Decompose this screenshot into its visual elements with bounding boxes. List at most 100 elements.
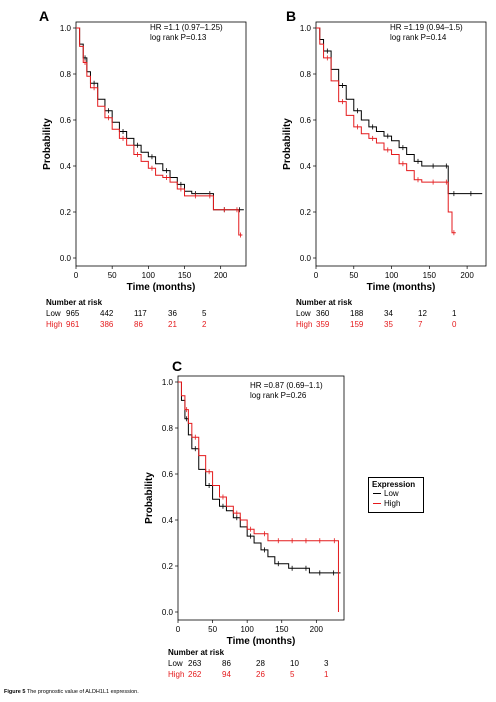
plot-frame (315, 21, 487, 267)
y-tick-label: 0.4 (60, 162, 72, 171)
panel-letter-b: B (286, 8, 297, 24)
y-axis-label: Probability (282, 118, 293, 170)
risk-count: 86 (222, 659, 231, 668)
risk-count: 10 (290, 659, 299, 668)
survival-curve-low (316, 27, 483, 195)
legend-item-high: High (369, 499, 423, 509)
hr-annotation-line: log rank P=0.13 (150, 33, 207, 42)
risk-count: 36 (168, 309, 177, 318)
risk-count: 262 (188, 670, 202, 679)
survival-curve-low (76, 27, 244, 211)
risk-count: 159 (350, 320, 364, 329)
risk-row-label: Low (46, 309, 61, 318)
legend-title: Expression (372, 480, 416, 489)
y-tick-label: 0.8 (300, 70, 312, 79)
x-axis-label: Time (months) (127, 282, 196, 293)
y-axis-label: Probability (144, 472, 155, 524)
km-plot-c: 0.0 0.2 0.4 0.6 0.8 1.0 0 50 100 150 200 Time (mont… (144, 375, 345, 647)
survival-curve-high (76, 27, 243, 236)
risk-count: 34 (384, 309, 393, 318)
panel-letter-c: C (172, 358, 183, 374)
risk-count: 5 (290, 670, 295, 679)
figure-caption: Figure 5 The prognostic value of ALDH1L1… (4, 689, 139, 695)
risk-count: 21 (168, 320, 177, 329)
risk-table-c: Number at risk Low 263 86 28 10 3 High 262 94 26 5 1 (168, 647, 368, 680)
risk-row-low: Low 965 442 117 36 5 (46, 308, 256, 319)
risk-count: 359 (316, 320, 330, 329)
risk-count: 5 (202, 309, 207, 318)
x-axis-label: Time (months) (367, 282, 436, 293)
hr-annotation-line: HR =1.19 (0.94–1.5) (390, 23, 463, 32)
y-tick-label: 0.8 (162, 424, 174, 433)
risk-count: 26 (256, 670, 265, 679)
risk-count: 1 (324, 670, 329, 679)
caption-figure-number: Figure 5 (4, 689, 26, 695)
x-axis-label: Time (months) (227, 636, 296, 647)
y-tick-label: 0.0 (300, 254, 312, 263)
y-tick-label: 0.0 (162, 608, 174, 617)
risk-row-label: High (296, 320, 313, 329)
x-tick-label: 150 (423, 271, 437, 280)
y-tick-label: 0.2 (300, 208, 312, 217)
y-tick-label: 0.6 (60, 116, 72, 125)
risk-row-label: High (46, 320, 63, 329)
risk-count: 12 (418, 309, 427, 318)
legend-label-low: Low (384, 489, 399, 498)
km-plot-a: 0.0 0.2 0.4 0.6 0.8 1.0 0 50 100 150 200 Time (mont… (42, 21, 247, 293)
survival-curve-high (316, 27, 456, 234)
km-plot-b: 0.0 0.2 0.4 0.6 0.8 1.0 0 50 100 150 200 Time (mont… (282, 21, 487, 293)
risk-table-header: Number at risk (46, 298, 103, 307)
x-tick-label: 0 (314, 271, 319, 280)
risk-count: 28 (256, 659, 265, 668)
y-tick-label: 0.2 (162, 562, 174, 571)
expression-legend: Expression Low High (368, 477, 424, 513)
hr-annotation-line: log rank P=0.26 (250, 391, 307, 400)
x-tick-label: 0 (176, 625, 181, 634)
x-tick-label: 50 (349, 271, 358, 280)
legend-item-low: Low (369, 489, 423, 499)
risk-row-low: Low 263 86 28 10 3 (168, 658, 368, 669)
risk-row-high: High 961 386 86 21 2 (46, 319, 256, 330)
risk-table-b: Number at risk Low 360 188 34 12 1 High 359 159 35… (296, 297, 496, 330)
x-tick-label: 200 (310, 625, 324, 634)
y-tick-label: 0.4 (300, 162, 312, 171)
risk-count: 360 (316, 309, 330, 318)
risk-count: 961 (66, 320, 80, 329)
y-tick-label: 0.6 (162, 470, 174, 479)
hr-annotation-line: HR =1.1 (0.97–1.25) (150, 23, 223, 32)
y-tick-label: 0.2 (60, 208, 72, 217)
hr-annotation-line: HR =0.87 (0.69–1.1) (250, 381, 323, 390)
risk-table-a: Number at risk Low 965 442 117 36 5 High 961 386 8… (46, 297, 256, 330)
x-tick-label: 200 (460, 271, 474, 280)
risk-count: 86 (134, 320, 143, 329)
risk-row-label: Low (168, 659, 183, 668)
y-tick-label: 0.6 (300, 116, 312, 125)
risk-row-label: Low (296, 309, 311, 318)
legend-swatch-low (373, 493, 381, 495)
x-tick-label: 100 (385, 271, 399, 280)
y-axis-label: Probability (42, 118, 53, 170)
legend-swatch-high (373, 503, 381, 505)
risk-table-header: Number at risk (168, 648, 225, 657)
risk-count: 1 (452, 309, 457, 318)
plot-frame (75, 21, 247, 267)
risk-count: 7 (418, 320, 423, 329)
x-tick-label: 0 (74, 271, 79, 280)
caption-text: The prognostic value of ALDH1L1 expressi… (25, 689, 139, 695)
panel-letter-a: A (39, 8, 50, 24)
x-tick-label: 50 (108, 271, 117, 280)
risk-count: 0 (452, 320, 457, 329)
x-tick-label: 150 (178, 271, 192, 280)
plot-frame (177, 375, 345, 621)
risk-table-header: Number at risk (296, 298, 353, 307)
x-tick-label: 100 (142, 271, 156, 280)
risk-count: 263 (188, 659, 202, 668)
y-tick-label: 0.0 (60, 254, 72, 263)
risk-count: 3 (324, 659, 329, 668)
x-tick-label: 200 (214, 271, 228, 280)
risk-count: 386 (100, 320, 114, 329)
risk-row-high: High 359 159 35 7 0 (296, 319, 496, 330)
y-tick-label: 0.4 (162, 516, 174, 525)
risk-count: 94 (222, 670, 231, 679)
risk-count: 117 (134, 309, 147, 318)
